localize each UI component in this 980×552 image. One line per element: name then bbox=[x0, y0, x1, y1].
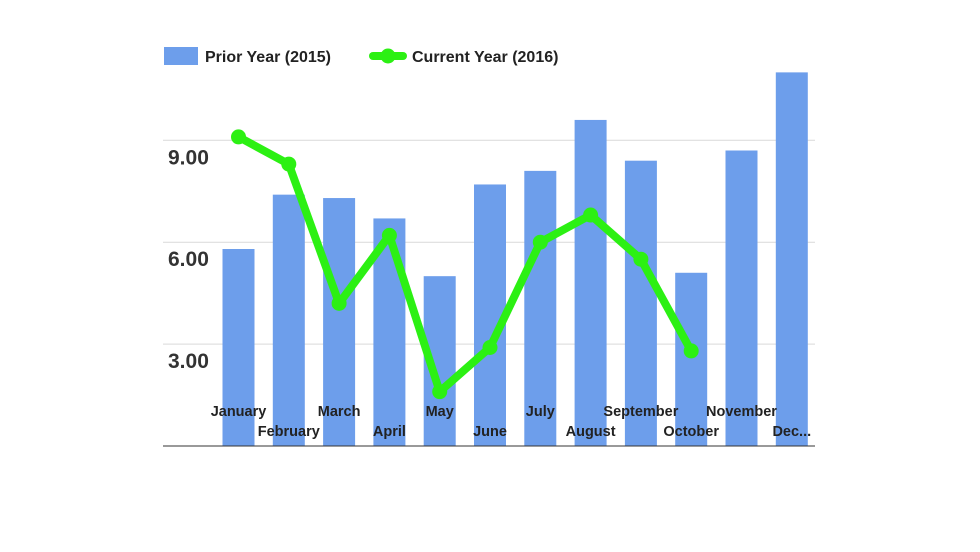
point-june bbox=[482, 340, 498, 355]
bar-series bbox=[222, 72, 808, 447]
x-tick-label: Dec... bbox=[772, 424, 811, 440]
bar-february bbox=[272, 194, 305, 446]
legend-label-current-year: Current Year (2016) bbox=[412, 49, 558, 66]
y-tick-label: 6.00 bbox=[168, 248, 209, 271]
x-tick-label: April bbox=[373, 424, 406, 440]
bar-july bbox=[524, 170, 557, 446]
point-march bbox=[331, 295, 347, 311]
point-august bbox=[583, 207, 599, 223]
y-tick-label: 9.00 bbox=[168, 146, 209, 169]
legend: Prior Year (2015) Current Year (2016) bbox=[164, 47, 558, 66]
line-series bbox=[231, 129, 699, 400]
legend-label-prior-year: Prior Year (2015) bbox=[205, 49, 331, 66]
x-tick-label: September bbox=[603, 404, 678, 420]
y-tick-label: 3.00 bbox=[168, 350, 209, 373]
legend-swatch-current-year-dot bbox=[380, 48, 396, 64]
x-tick-label: June bbox=[473, 424, 507, 440]
x-tick-label: July bbox=[526, 404, 555, 420]
point-october bbox=[683, 343, 699, 359]
point-january bbox=[231, 129, 246, 145]
x-tick-label: November bbox=[706, 404, 777, 420]
bar-november bbox=[725, 150, 758, 446]
x-tick-label: January bbox=[211, 404, 267, 420]
bar-march bbox=[323, 198, 356, 446]
bar-dec bbox=[775, 72, 808, 447]
x-tick-label: March bbox=[318, 404, 361, 420]
x-tick-label: May bbox=[426, 404, 454, 420]
line-current-year bbox=[234, 132, 696, 396]
x-tick-label: October bbox=[663, 424, 719, 440]
point-february bbox=[281, 156, 297, 172]
bar-august bbox=[574, 119, 607, 447]
bar-january bbox=[222, 249, 255, 446]
bar-june bbox=[474, 184, 506, 446]
y-axis-ticks: 3.00 6.00 9.00 bbox=[168, 146, 209, 373]
category-labels: January February March April May June July Augu… bbox=[211, 404, 811, 440]
bar-september bbox=[624, 160, 657, 447]
point-april bbox=[381, 227, 397, 243]
legend-swatch-prior-year bbox=[164, 47, 198, 65]
bar-october bbox=[675, 272, 708, 446]
point-july bbox=[532, 234, 548, 250]
x-tick-label: August bbox=[566, 424, 616, 440]
point-may bbox=[432, 384, 448, 400]
x-tick-label: February bbox=[258, 424, 320, 440]
point-september bbox=[633, 251, 649, 267]
